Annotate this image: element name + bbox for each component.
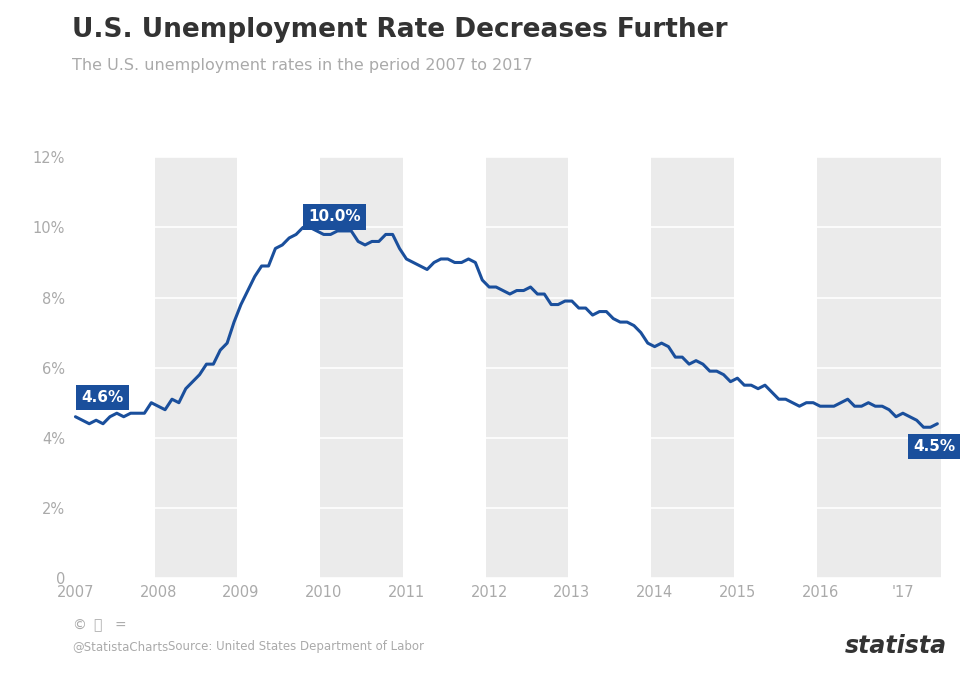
Bar (817, 157, 900, 578)
Text: The U.S. unemployment rates in the period 2007 to 2017: The U.S. unemployment rates in the perio… (72, 58, 533, 73)
Text: @StatistaCharts: @StatistaCharts (72, 640, 168, 653)
Bar (651, 157, 734, 578)
Text: 4.6%: 4.6% (81, 390, 123, 405)
Text: Source: United States Department of Labor: Source: United States Department of Labo… (168, 640, 424, 653)
Bar (155, 157, 237, 578)
Text: ⓘ: ⓘ (93, 619, 102, 633)
Text: U.S. Unemployment Rate Decreases Further: U.S. Unemployment Rate Decreases Further (72, 17, 728, 43)
Text: ©: © (72, 619, 85, 633)
Text: 10.0%: 10.0% (308, 209, 361, 224)
Bar (900, 157, 941, 578)
Text: statista: statista (845, 634, 947, 658)
Text: =: = (114, 619, 126, 633)
Text: 4.5%: 4.5% (913, 439, 955, 454)
Bar (321, 157, 403, 578)
Bar (486, 157, 568, 578)
